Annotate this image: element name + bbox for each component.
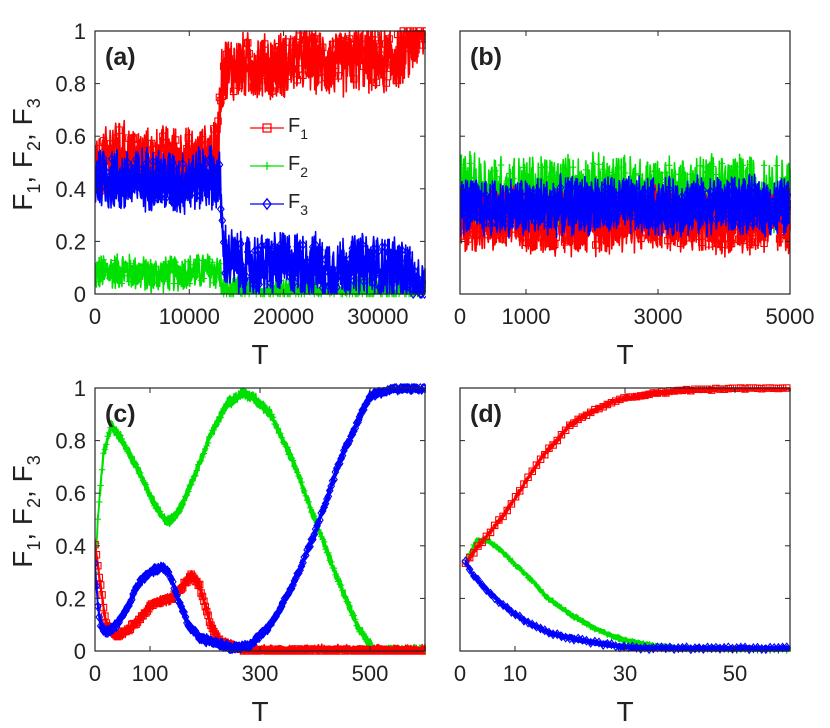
legend-label: F2 [288,153,308,180]
legend-entry-F3: F3 [250,191,308,218]
xtick-label: 10000 [159,304,220,329]
xtick-label: 0 [89,304,101,329]
xtick-label: 1000 [502,304,551,329]
xtick-label: 0 [454,661,466,686]
markers-a-F3 [95,153,426,300]
x-axis-label-b: T [616,339,633,370]
series-d-F3 [464,559,791,652]
ytick-label: 1 [74,19,86,44]
ytick-label: 0.6 [55,481,86,506]
axes-box-b [459,30,791,295]
markers-d-F3 [461,556,791,655]
panel-label-a: (a) [105,43,136,71]
plot-area-d [461,384,791,655]
legend-marker-diamond-icon [262,197,272,211]
legend-entry-F1: F1 [250,115,308,142]
xtick-label: 30 [613,661,637,686]
ytick-label: 0.4 [55,177,86,202]
legend-label: F3 [288,191,308,218]
legend-marker-plus-icon [263,162,271,170]
axes-box-a [94,30,426,295]
panel-c: 0 100 300 500 0 0.2 0.4 0.6 0.8 1 T (c) [55,376,426,727]
ytick-label: 0.2 [55,229,86,254]
legend-label: F1 [288,115,308,142]
xtick-label: 20000 [253,304,314,329]
ytick-label: 0.4 [55,534,86,559]
x-axis-label-a: T [251,339,268,370]
ytick-label: 0.6 [55,124,86,149]
markers-c-F3 [95,382,426,655]
series-d-F1 [464,387,791,567]
ytick-label: 0.2 [55,586,86,611]
plot-area-c [95,382,426,655]
x-axis-label-d: T [616,696,633,727]
panel-label-d: (d) [470,400,502,428]
xtick-label: 5000 [766,304,815,329]
ytick-label: 0 [74,282,86,307]
y-axis-label-a: F1, F2, F3 [7,98,44,211]
xtick-label: 300 [242,661,279,686]
panel-a: 0 10000 20000 30000 0 0.2 0.4 0.6 0.8 1 T (a) [55,19,426,370]
xtick-label: 50 [723,661,747,686]
markers-d-F1 [461,384,791,568]
xtick-label: 0 [89,661,101,686]
legend-entry-F2: F2 [250,153,308,180]
panel-b: 0 1000 3000 5000 T (b) [454,30,815,370]
panel-label-c: (c) [105,400,136,428]
legend: F1 F2 F3 [250,115,308,218]
ytick-label: 0.8 [55,72,86,97]
ytick-label: 0 [74,639,86,664]
ytick-label: 1 [74,376,86,401]
xtick-label: 0 [454,304,466,329]
legend-marker-square-icon [262,123,272,133]
plot-area-a [95,27,426,300]
markers-c-F1 [95,540,426,655]
y-axis-label-c: F1, F2, F3 [7,455,44,568]
x-axis-label-c: T [251,696,268,727]
markers-d-F2 [462,536,790,654]
y-axis-labels: F1, F2, F3 F1, F2, F3 [7,98,44,568]
markers-b-F3 [460,181,791,230]
ytick-label: 0.8 [55,429,86,454]
series-d-F2 [464,536,791,652]
plot-area-b [460,150,791,258]
xtick-label: 500 [352,661,389,686]
panel-label-b: (b) [470,43,502,71]
xtick-label: 10 [503,661,527,686]
xtick-label: 100 [132,661,169,686]
xtick-label: 3000 [634,304,683,329]
panel-d: 0 10 30 50 T (d) [454,384,791,727]
xtick-label: 30000 [347,304,408,329]
